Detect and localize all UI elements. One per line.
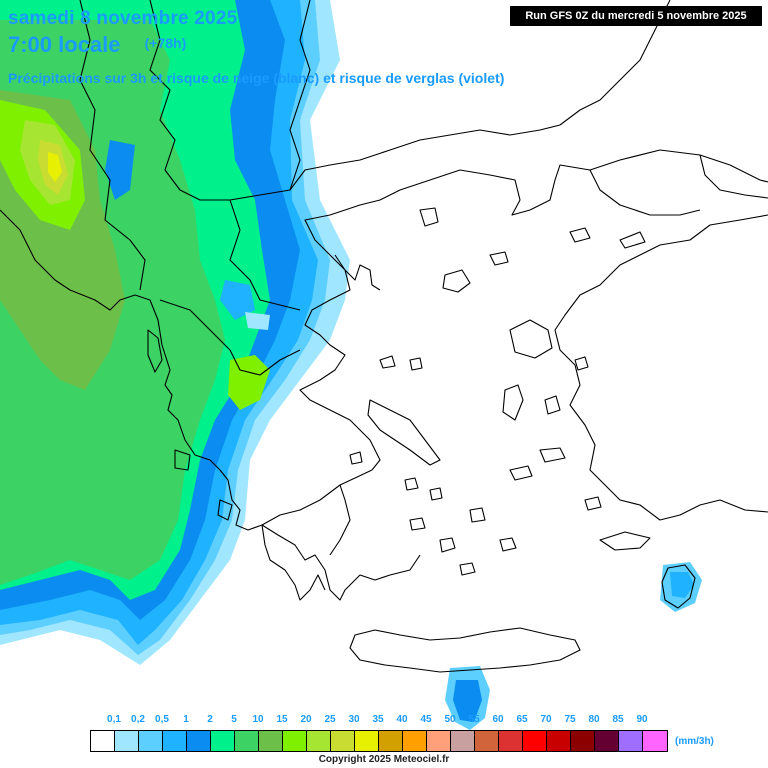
legend-swatch	[211, 731, 235, 751]
legend-label: 2	[207, 714, 213, 725]
legend-label: 1	[183, 714, 189, 725]
legend-unit: (mm/3h)	[675, 736, 714, 747]
legend-label: 65	[516, 714, 528, 725]
legend-label: 80	[588, 714, 600, 725]
legend-label: 45	[420, 714, 432, 725]
legend-label: 35	[372, 714, 384, 725]
legend-label: 25	[324, 714, 336, 725]
legend-label: 20	[300, 714, 312, 725]
legend-label: 75	[564, 714, 576, 725]
legend-swatch	[307, 731, 331, 751]
legend-swatch	[259, 731, 283, 751]
legend-swatch	[403, 731, 427, 751]
legend-label: 0,5	[155, 714, 169, 725]
forecast-time-label: 7:00 locale	[8, 32, 121, 57]
legend-swatch	[355, 731, 379, 751]
legend-label: 55	[468, 714, 480, 725]
coastlines-and-borders	[0, 0, 768, 673]
legend-swatch	[571, 731, 595, 751]
precipitation-field	[0, 0, 702, 730]
legend-swatch	[427, 731, 451, 751]
legend-label: 40	[396, 714, 408, 725]
legend-swatch	[163, 731, 187, 751]
legend-label: 30	[348, 714, 360, 725]
legend-swatch	[115, 731, 139, 751]
legend-swatch	[595, 731, 619, 751]
legend-swatch	[619, 731, 643, 751]
forecast-date: samedi 8 novembre 2025	[8, 8, 238, 29]
legend-label: 50	[444, 714, 456, 725]
legend-swatch	[283, 731, 307, 751]
legend-label: 70	[540, 714, 552, 725]
legend-label: 0,1	[107, 714, 121, 725]
legend-label: 60	[492, 714, 504, 725]
legend-swatch	[379, 731, 403, 751]
map-subtitle: Précipitations sur 3h et risque de neige…	[8, 70, 505, 86]
legend-label: 90	[636, 714, 648, 725]
legend-label: 15	[276, 714, 288, 725]
legend-labels: 0,1 0,2 0,5 1 2 5 10 15 20 25 30 35 40 45 50 55 60 65 70 75…	[90, 714, 666, 728]
legend-swatch	[187, 731, 211, 751]
forecast-offset: (+78h)	[144, 35, 187, 51]
legend-swatch	[235, 731, 259, 751]
legend-color-bar	[90, 730, 668, 752]
copyright-text: Copyright 2025 Meteociel.fr	[318, 754, 450, 765]
legend-label: 85	[612, 714, 624, 725]
forecast-time: 7:00 locale (+78h)	[8, 32, 186, 58]
legend-swatch	[91, 731, 115, 751]
run-info-badge: Run GFS 0Z du mercredi 5 novembre 2025	[510, 6, 762, 26]
legend-label: 10	[252, 714, 264, 725]
legend-swatch	[451, 731, 475, 751]
legend-swatch	[499, 731, 523, 751]
legend-swatch	[523, 731, 547, 751]
legend-label: 0,2	[131, 714, 145, 725]
legend-swatch	[331, 731, 355, 751]
legend-swatch	[547, 731, 571, 751]
legend-label: 5	[231, 714, 237, 725]
legend-swatch	[475, 731, 499, 751]
legend-swatch	[643, 731, 667, 751]
legend-swatch	[139, 731, 163, 751]
